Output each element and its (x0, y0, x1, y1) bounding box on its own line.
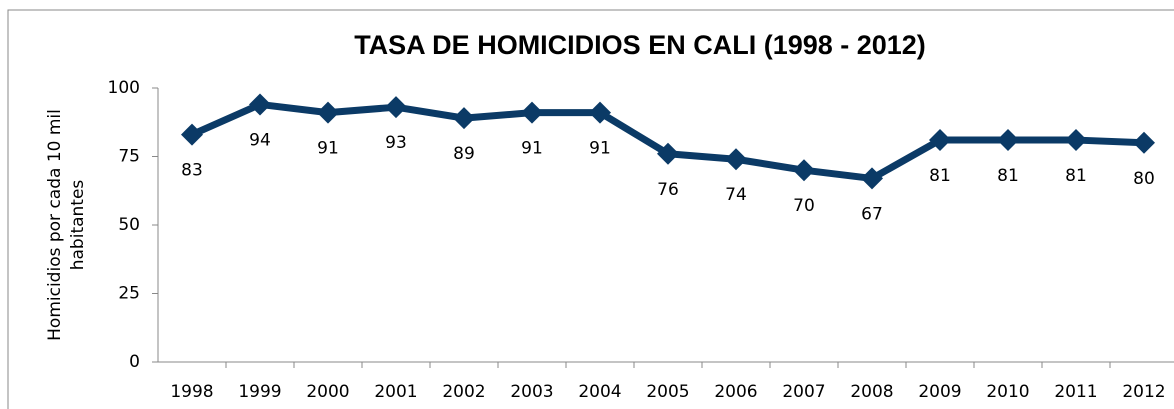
data-label: 67 (861, 204, 883, 224)
marker (589, 101, 611, 124)
x-tick-label: 2000 (306, 382, 349, 402)
marker (317, 101, 339, 124)
data-label: 93 (385, 133, 407, 153)
marker (657, 142, 679, 165)
data-label: 81 (929, 166, 951, 186)
data-label: 91 (589, 139, 611, 159)
marker (181, 123, 203, 146)
x-tick-label: 2003 (510, 382, 553, 402)
y-axis-title: habitantes (68, 180, 88, 271)
data-label: 76 (657, 180, 679, 200)
marker (453, 107, 475, 130)
marker (861, 167, 883, 190)
data-label: 91 (521, 139, 543, 159)
marker (793, 159, 815, 182)
marker (249, 93, 271, 116)
data-label: 74 (725, 185, 747, 205)
x-tick-label: 2008 (850, 382, 893, 402)
marker (1133, 131, 1155, 154)
marker (1065, 129, 1087, 152)
data-label: 81 (997, 166, 1019, 186)
data-label: 80 (1133, 169, 1155, 189)
x-tick-label: 1999 (238, 382, 281, 402)
y-tick-label: 100 (108, 78, 140, 98)
marker (997, 129, 1019, 152)
data-label: 94 (249, 130, 271, 150)
x-tick-label: 2011 (1054, 382, 1097, 402)
x-tick-label: 2001 (374, 382, 417, 402)
x-tick-label: 2010 (986, 382, 1029, 402)
data-label: 83 (181, 161, 203, 181)
marker (521, 101, 543, 124)
x-tick-label: 2004 (578, 382, 621, 402)
chart-border (7, 9, 1174, 409)
x-tick-label: 2005 (646, 382, 689, 402)
marker (725, 148, 747, 171)
marker (929, 129, 951, 152)
y-tick-label: 0 (129, 352, 140, 372)
y-tick-label: 50 (118, 215, 140, 235)
data-label: 89 (453, 144, 475, 164)
x-tick-label: 1998 (170, 382, 213, 402)
x-tick-label: 2002 (442, 382, 485, 402)
data-label: 70 (793, 196, 815, 216)
y-tick-label: 25 (118, 284, 140, 304)
x-tick-label: 2012 (1122, 382, 1165, 402)
x-tick-label: 2007 (782, 382, 825, 402)
x-tick-label: 2009 (918, 382, 961, 402)
y-axis-title: Homicidios por cada 10 mil (45, 109, 65, 341)
marker (385, 96, 407, 119)
data-label: 81 (1065, 166, 1087, 186)
data-label: 91 (317, 139, 339, 159)
y-tick-label: 75 (118, 147, 140, 167)
x-tick-label: 2006 (714, 382, 757, 402)
chart-title: TASA DE HOMICIDIOS EN CALI (1998 - 2012) (354, 30, 926, 60)
